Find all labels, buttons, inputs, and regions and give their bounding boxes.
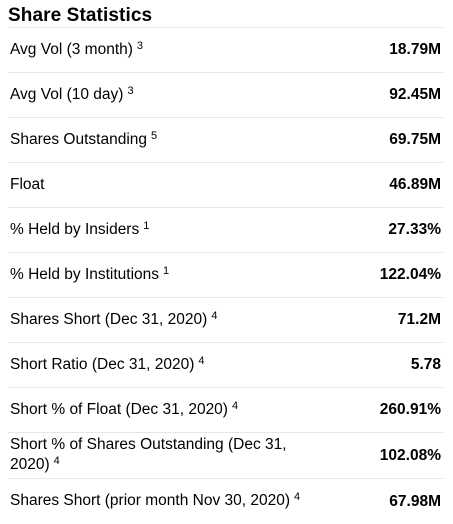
- table-row: Shares Short (Dec 31, 2020) 4 71.2M: [8, 298, 443, 343]
- row-label: Short Ratio (Dec 31, 2020) 4: [10, 354, 205, 373]
- row-label: % Held by Institutions 1: [10, 264, 170, 283]
- footnote-marker: 1: [143, 219, 150, 232]
- table-row: Float 46.89M: [8, 163, 443, 208]
- row-label: % Held by Insiders 1: [10, 219, 150, 238]
- footnote-marker: 4: [231, 399, 239, 412]
- row-value: 69.75M: [389, 131, 441, 148]
- section-title: Share Statistics: [8, 0, 443, 28]
- row-value: 102.08%: [379, 446, 441, 464]
- footnote-marker: 4: [211, 309, 218, 322]
- footnote-marker: 4: [294, 491, 301, 503]
- row-label: Shares Outstanding 5: [10, 129, 158, 148]
- row-value: 18.79M: [389, 41, 441, 58]
- table-row: Shares Outstanding 5 69.75M: [8, 118, 443, 163]
- row-value: 260.91%: [379, 401, 441, 418]
- footnote-marker: 3: [136, 39, 144, 52]
- row-label: Shares Short (prior month Nov 30, 2020) 4: [10, 491, 301, 509]
- table-row: % Held by Insiders 1 27.33%: [8, 208, 443, 253]
- footnote-marker: 1: [163, 264, 170, 277]
- footnote-marker: 4: [53, 455, 60, 467]
- row-value: 92.45M: [389, 86, 441, 103]
- table-row: Avg Vol (10 day) 3 92.45M: [8, 73, 443, 118]
- row-value: 46.89M: [389, 176, 441, 193]
- table-row: Avg Vol (3 month) 3 18.79M: [8, 28, 443, 73]
- row-label: Avg Vol (10 day) 3: [10, 84, 134, 103]
- row-value: 122.04%: [379, 266, 441, 283]
- row-label: Short % of Float (Dec 31, 2020) 4: [10, 399, 239, 418]
- footnote-marker: 4: [198, 354, 205, 367]
- footnote-marker: 5: [151, 129, 158, 142]
- row-value: 71.2M: [397, 311, 441, 328]
- row-value: 27.33%: [388, 221, 441, 238]
- row-label: Short % of Shares Outstanding (Dec 31, 2…: [10, 436, 287, 473]
- table-row: Short Ratio (Dec 31, 2020) 4 5.78: [8, 343, 443, 388]
- row-value: 67.98M: [389, 492, 441, 510]
- footnote-marker: 3: [127, 84, 134, 97]
- table-row: Shares Short (prior month Nov 30, 2020) 4…: [8, 479, 443, 524]
- table-row: Short % of Float (Dec 31, 2020) 4 260.91%: [8, 388, 443, 433]
- row-label: Shares Short (Dec 31, 2020) 4: [10, 309, 218, 328]
- row-value: 5.78: [410, 356, 441, 373]
- row-label: Float: [10, 176, 45, 193]
- table-row: % Held by Institutions 1 122.04%: [8, 253, 443, 298]
- table-row: Short % of Shares Outstanding (Dec 31, 2…: [8, 433, 443, 479]
- row-label: Avg Vol (3 month) 3: [10, 39, 144, 58]
